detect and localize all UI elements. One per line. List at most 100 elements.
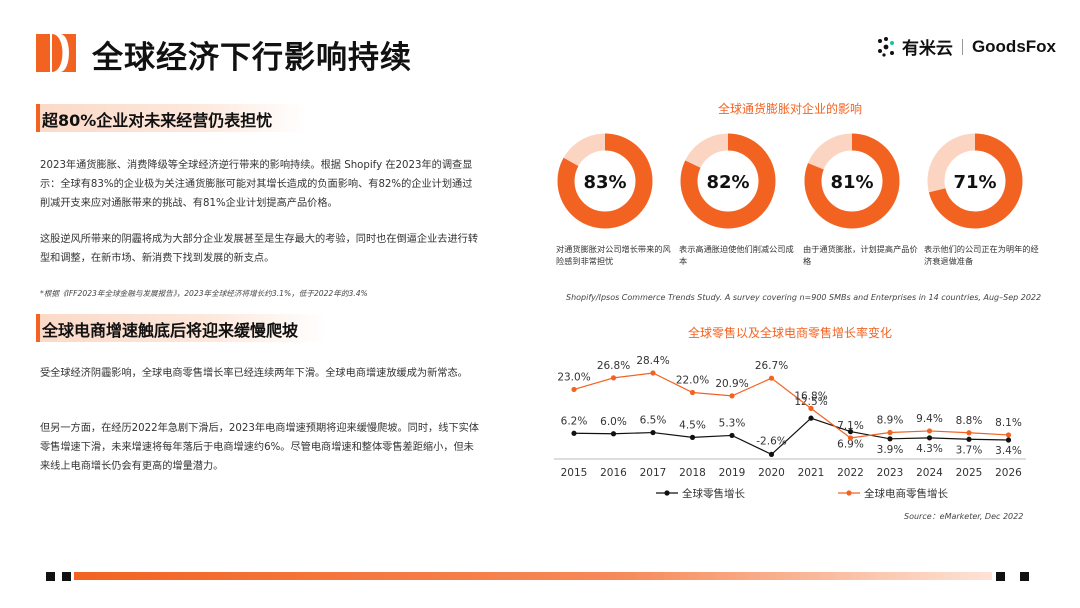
- data-point: [768, 375, 775, 381]
- data-point: [926, 435, 933, 441]
- data-point: [966, 436, 972, 442]
- data-point: [571, 386, 577, 393]
- data-point: [847, 435, 854, 441]
- x-tick-label: 2026: [995, 467, 1022, 479]
- data-point: [729, 432, 735, 439]
- donut-chart-2: 82%: [680, 133, 776, 229]
- data-label: 8.1%: [995, 417, 1022, 429]
- x-tick-label: 2025: [956, 467, 983, 479]
- donut-chart-title: 全球通货膨胀对企业的影响: [717, 102, 862, 116]
- legend-marker: [846, 490, 852, 496]
- data-label: 3.7%: [956, 444, 983, 456]
- data-label: 5.3%: [719, 417, 746, 429]
- x-tick-label: 2021: [798, 467, 825, 479]
- x-tick-label: 2024: [916, 467, 943, 479]
- data-point: [689, 434, 696, 440]
- brand-en: GoodsFox: [971, 36, 1056, 56]
- data-point: [887, 429, 893, 436]
- data-label: 6.9%: [837, 439, 864, 451]
- footer-square-left: [46, 572, 55, 581]
- footer-square-left-2: [62, 572, 71, 581]
- footer-gradient-bar: [74, 572, 992, 580]
- donut-value-arc: [804, 133, 900, 229]
- donut-desc-2: 表示高通胀迫使他们削减公司成本: [679, 244, 794, 266]
- series-line: [573, 417, 1009, 456]
- donut-chart-3: 81%: [804, 133, 900, 229]
- donut-chart-4: 71%: [927, 133, 1023, 229]
- heading-accent-bar: [36, 314, 40, 342]
- section1-heading: 超80%企业对未来经营仍表担忧: [36, 104, 306, 132]
- brand-divider: [961, 38, 963, 55]
- brand-cn: 有米云: [901, 39, 953, 58]
- line-chart-title: 全球零售以及全球电商零售增长率变化: [687, 326, 892, 340]
- x-tick-label: 2019: [719, 467, 746, 479]
- data-label: 4.5%: [679, 419, 706, 431]
- data-label: 6.2%: [561, 415, 588, 427]
- donut-value-label: 83%: [583, 172, 626, 193]
- data-label: -2.6%: [756, 435, 786, 447]
- data-label: 16.8%: [794, 390, 827, 402]
- section2-heading: 全球电商增速触底后将迎来缓慢爬坡: [36, 314, 326, 342]
- section2-paragraph-1: 受全球经济阴霾影响，全球电商零售增长率已经连续两年下滑。全球电商增速放缓成为新常…: [40, 368, 468, 379]
- data-label: 26.7%: [755, 360, 788, 372]
- data-label: 22.0%: [676, 375, 709, 387]
- legend-marker: [664, 490, 670, 496]
- section1-paragraph-1: 2023年通货膨胀、消费降级等全球经济逆行带来的影响持续。根据 Shopify …: [40, 160, 473, 209]
- donut-value-arc: [680, 133, 776, 229]
- heading-accent-bar: [36, 104, 40, 132]
- data-label: 28.4%: [636, 355, 669, 367]
- data-label: 12.5%: [794, 396, 827, 408]
- data-point: [571, 430, 577, 436]
- logo-icon: [36, 34, 76, 72]
- donut-desc-1: 对通货膨胀对公司增长带来的风险感到非常担忧: [556, 244, 671, 266]
- data-label: 6.5%: [640, 415, 667, 427]
- data-point: [1005, 437, 1012, 443]
- data-point: [650, 429, 656, 436]
- x-tick-label: 2018: [679, 467, 706, 479]
- data-label: 20.9%: [715, 378, 748, 390]
- donut-source: Shopify/Ipsos Commerce Trends Study. A s…: [566, 293, 1042, 302]
- data-point: [689, 389, 696, 396]
- data-label: 4.3%: [916, 443, 943, 455]
- donut-value-label: 82%: [706, 172, 749, 193]
- data-label: 23.0%: [557, 371, 590, 383]
- section2-heading-text: 全球电商增速触底后将迎来缓慢爬坡: [42, 321, 299, 340]
- page-title: 全球经济下行影响持续: [92, 40, 412, 76]
- data-point: [729, 393, 735, 399]
- footer-square-right-2: [1020, 572, 1029, 581]
- donut-value-arc: [927, 133, 1023, 229]
- data-point: [808, 415, 814, 421]
- data-label: 26.8%: [597, 360, 630, 372]
- donut-value-label: 81%: [830, 172, 873, 193]
- legend-label: 全球零售增长: [682, 487, 745, 500]
- section1-footnote: *根据《IFF2023年全球金融与发展报告》，2023年全球经济将增长约3.1%…: [40, 289, 368, 298]
- data-label: 9.4%: [916, 413, 943, 425]
- x-tick-label: 2022: [837, 467, 864, 479]
- data-label: 3.4%: [995, 445, 1022, 457]
- legend-label: 全球电商零售增长: [864, 487, 948, 500]
- x-tick-label: 2017: [640, 467, 667, 479]
- data-point: [926, 428, 933, 434]
- data-label: 8.9%: [877, 414, 904, 426]
- data-point: [808, 405, 814, 411]
- data-point: [610, 431, 617, 437]
- x-tick-label: 2015: [561, 467, 588, 479]
- data-label: 6.0%: [600, 416, 627, 428]
- series-line: [573, 372, 1009, 439]
- data-point: [650, 370, 656, 376]
- section1-heading-text: 超80%企业对未来经营仍表担忧: [42, 111, 273, 130]
- x-tick-label: 2023: [877, 467, 904, 479]
- x-tick-label: 2020: [758, 467, 785, 479]
- footer-square-right: [996, 572, 1005, 581]
- data-point: [847, 429, 854, 435]
- donut-value-label: 71%: [953, 172, 996, 193]
- brand-logos: 有米云 GoodsFox: [874, 34, 1056, 59]
- data-point: [887, 436, 893, 442]
- line-chart: 2015 2016 2017 2018 2019 2020 2021 2022 2023 2024…: [554, 355, 1026, 500]
- data-label: 7.1%: [837, 420, 864, 432]
- x-tick-label: 2016: [600, 467, 627, 479]
- data-point: [966, 430, 972, 436]
- data-point: [610, 375, 617, 381]
- data-point: [768, 451, 775, 457]
- donut-chart-1: 83%: [557, 133, 653, 229]
